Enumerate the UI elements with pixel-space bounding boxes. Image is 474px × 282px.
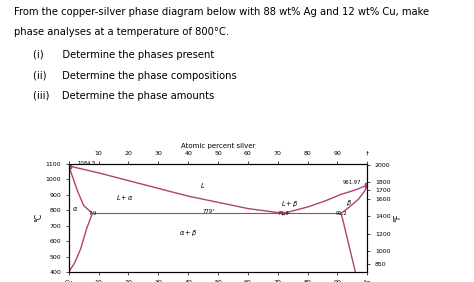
Y-axis label: °F: °F bbox=[393, 214, 402, 222]
Text: From the copper-silver phase diagram below with 88 wt% Ag and 12 wt% Cu, make: From the copper-silver phase diagram bel… bbox=[14, 7, 429, 17]
Text: 779°: 779° bbox=[203, 209, 216, 213]
Text: (ii)     Determine the phase compositions: (ii) Determine the phase compositions bbox=[33, 71, 237, 81]
Text: 7.9: 7.9 bbox=[88, 211, 97, 216]
Text: (iii)    Determine the phase amounts: (iii) Determine the phase amounts bbox=[33, 91, 214, 101]
Text: $\beta$: $\beta$ bbox=[346, 199, 353, 208]
Text: phase analyses at a temperature of 800°C.: phase analyses at a temperature of 800°C… bbox=[14, 27, 229, 37]
Text: $\alpha$: $\alpha$ bbox=[72, 205, 78, 213]
Y-axis label: °C: °C bbox=[34, 213, 43, 222]
Text: 71.9: 71.9 bbox=[278, 211, 289, 216]
Text: L: L bbox=[201, 183, 205, 190]
Text: $L+\alpha$: $L+\alpha$ bbox=[117, 193, 135, 202]
Text: 961.97: 961.97 bbox=[343, 180, 361, 185]
Text: $\alpha + \beta$: $\alpha + \beta$ bbox=[179, 228, 198, 238]
Text: (i)      Determine the phases present: (i) Determine the phases present bbox=[33, 50, 214, 60]
Text: $L+\beta$: $L+\beta$ bbox=[281, 199, 299, 209]
X-axis label: Atomic percent silver: Atomic percent silver bbox=[181, 143, 255, 149]
Text: 1084.5: 1084.5 bbox=[78, 161, 96, 166]
Text: 91.2: 91.2 bbox=[335, 211, 347, 216]
